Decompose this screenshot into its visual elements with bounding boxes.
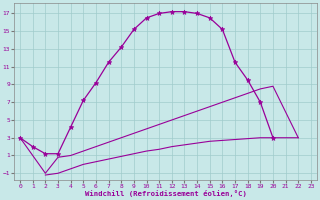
X-axis label: Windchill (Refroidissement éolien,°C): Windchill (Refroidissement éolien,°C) xyxy=(84,190,246,197)
